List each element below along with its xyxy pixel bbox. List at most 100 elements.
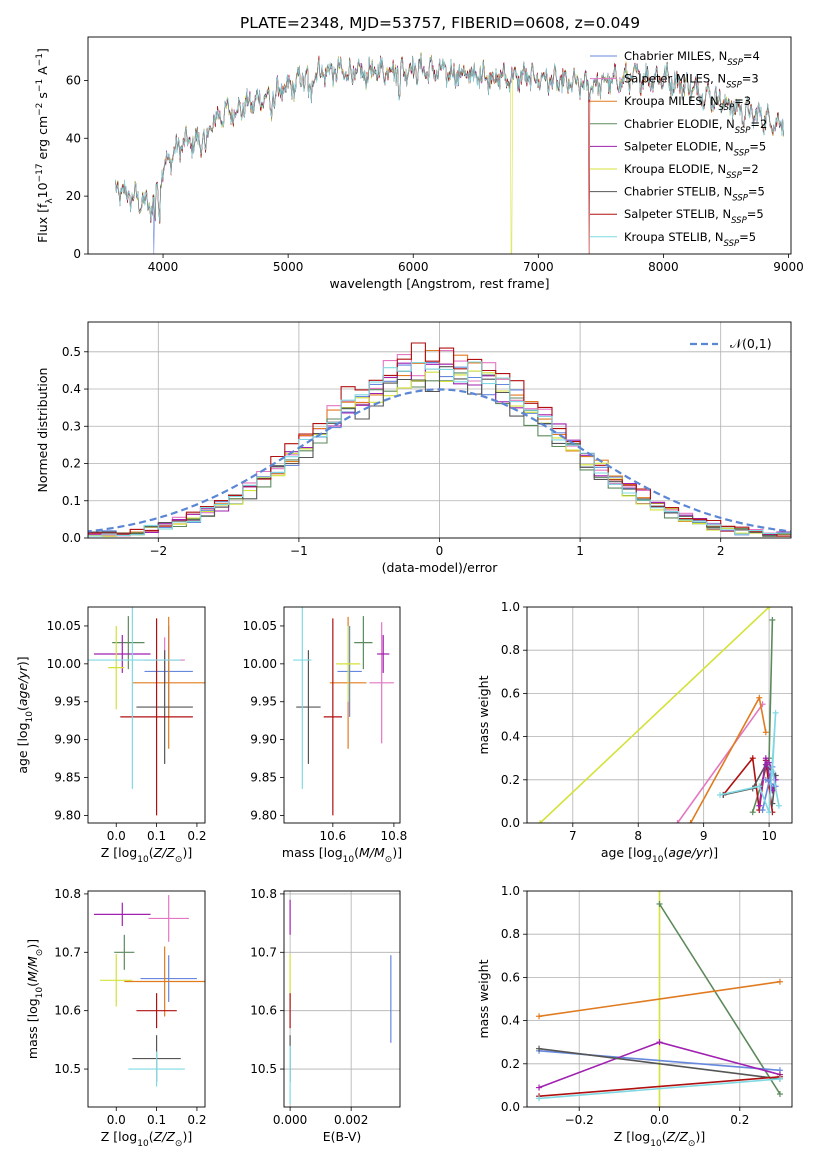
x-tick-label: 8000	[648, 260, 679, 274]
panel-age-vs-mass: 10.6 10.8 9.80 9.85 9.90 9.95 10.00 10.05 mass […	[243, 606, 408, 865]
panel-mass-vs-z: 0.0 0.1 0.210.510.610.710.8Z [log10(Z/Z⊙)]…	[25, 887, 206, 1149]
y-tick-label: 0.0	[501, 1100, 520, 1114]
y-axis-label: Flux [fλ10−17 erg cm−2 s−1 A−1]	[35, 48, 55, 243]
label-part: =2	[750, 117, 767, 131]
y-tick-label: 10.05	[47, 619, 81, 633]
label-part: age/yr	[15, 665, 30, 706]
label-part: =3	[742, 72, 759, 86]
x-tick-label: 8	[634, 829, 642, 843]
label-part: Z/Z	[153, 1129, 176, 1144]
y-axis-label: mass [log10(M/M⊙)]	[25, 939, 45, 1059]
legend-label: Chabrier ELODIE, NSSP=2	[624, 117, 767, 136]
x-tick-label: 9	[700, 829, 708, 843]
label-part: −17	[35, 163, 45, 182]
label-part: (data-model)/error	[382, 560, 499, 575]
axes-frame	[87, 36, 792, 255]
y-axis-label: mass weight	[476, 675, 491, 754]
y-tick-label: 10.7	[54, 945, 81, 959]
label-part: mass [log	[282, 845, 343, 860]
series-line	[658, 903, 781, 1095]
y-tick-label: 0.8	[501, 927, 520, 941]
x-tick-label: 5000	[273, 260, 304, 274]
x-tick-label: 0.0	[107, 1113, 126, 1127]
panel-weight-vs-z: −0.2 0.0 0.2 0.0 0.2 0.4 0.6 0.8 1.0 Z [log10(Z/Z…	[476, 884, 793, 1149]
label-part: mass weight	[476, 959, 491, 1038]
histogram-series	[88, 361, 791, 537]
label-part: Kroupa ELODIE, N	[624, 162, 726, 176]
plot-area-age-vs-mass	[293, 607, 394, 816]
label-part: −1	[35, 79, 45, 92]
y-tick-label: 9.95	[250, 695, 277, 709]
axes-frame	[283, 890, 401, 1108]
label-part: wavelength [Angstrom, rest frame]	[329, 276, 549, 291]
label-part: SSP	[734, 148, 750, 158]
x-tick-label: −1	[290, 544, 308, 558]
y-tick-label: 0.2	[501, 773, 520, 787]
x-axis-label: Z [log10(Z/Z⊙)]	[101, 1129, 192, 1149]
label-part: Salpeter MILES, N	[624, 72, 726, 86]
label-part: =5	[739, 230, 756, 244]
label-part: SSP	[726, 171, 742, 181]
label-part: M/M	[25, 956, 40, 982]
plot-area-age-vs-z	[88, 607, 205, 816]
y-axis-label: mass weight	[476, 959, 491, 1038]
y-tick-label: 9.90	[250, 733, 277, 747]
y-tick-label: 1.0	[501, 884, 520, 898]
label-part: Salpeter ELODIE, N	[624, 139, 734, 153]
label-part: ⊙	[385, 855, 393, 865]
label-part: Chabrier ELODIE, N	[624, 117, 735, 131]
y-axis-label: Normed distribution	[35, 368, 50, 493]
series-line	[538, 1076, 781, 1097]
label-part: )]	[708, 845, 718, 860]
label-part: age [log	[601, 845, 652, 860]
x-tick-label: 0.2	[730, 1113, 749, 1127]
label-part: (	[663, 845, 668, 860]
x-axis-label: mass [log10(M/M⊙)]	[282, 845, 402, 865]
plot-area-spectrum	[115, 51, 784, 254]
x-axis-label: (data-model)/error	[382, 560, 499, 575]
x-tick-label: 0.002	[334, 1113, 368, 1127]
label-part: )]	[182, 845, 192, 860]
label-part: age [log	[15, 722, 30, 773]
y-tick-label: 9.85	[250, 771, 277, 785]
legend-label: Salpeter MILES, NSSP=3	[624, 72, 759, 91]
series-line	[676, 703, 764, 823]
panel-mass-vs-ebv: 0.000 0.002 10.5 10.6 10.7 10.8 E(B-V)	[250, 887, 401, 1144]
label-part: (	[149, 1129, 154, 1144]
axes-frame	[283, 606, 401, 824]
legend-label: Salpeter ELODIE, NSSP=5	[624, 139, 766, 158]
label-part: 10	[343, 855, 355, 865]
label-part: (	[149, 845, 154, 860]
label-part: 10	[650, 1139, 662, 1149]
label-part: =5	[747, 207, 764, 221]
x-tick-label: 10.8	[381, 829, 408, 843]
legend-label: Kroupa STELIB, NSSP=5	[624, 230, 756, 249]
label-part: )]	[15, 656, 30, 666]
y-tick-label: 0.2	[62, 457, 81, 471]
label-part: Kroupa STELIB, N	[624, 230, 724, 244]
label-part: =2	[742, 162, 759, 176]
x-axis-label: age [log10(age/yr)]	[601, 845, 718, 865]
label-part: Z/Z	[153, 845, 176, 860]
legend-label: Chabrier MILES, NSSP=4	[624, 49, 760, 68]
plot-area-weight-vs-age	[527, 607, 792, 823]
normal-reference-curve	[88, 388, 791, 533]
y-tick-label: 0.2	[501, 1057, 520, 1071]
x-tick-label: 0.2	[187, 829, 206, 843]
y-tick-label: 0.5	[62, 345, 81, 359]
y-tick-label: 9.80	[54, 808, 81, 822]
plot-area-mass-vs-z	[94, 895, 205, 1087]
label-part: Z [log	[614, 1129, 650, 1144]
plot-area-residuals	[88, 322, 791, 538]
series-line	[719, 712, 780, 813]
y-axis-label: age [log10(age/yr)]	[15, 656, 35, 773]
x-tick-label: 0.0	[650, 1113, 669, 1127]
panel-residuals: −2 −1 0 1 2 0.0 0.1 0.2 0.3 0.4 0.5 (data-model)/er…	[35, 321, 792, 575]
axes-frame	[87, 890, 206, 1108]
legend-label: 𝒩(0,1)	[730, 336, 772, 351]
legend-label: Chabrier STELIB, NSSP=5	[624, 185, 765, 204]
spectrum-line	[115, 55, 784, 222]
x-axis-label: wavelength [Angstrom, rest frame]	[329, 276, 549, 291]
x-tick-label: 4000	[148, 260, 179, 274]
